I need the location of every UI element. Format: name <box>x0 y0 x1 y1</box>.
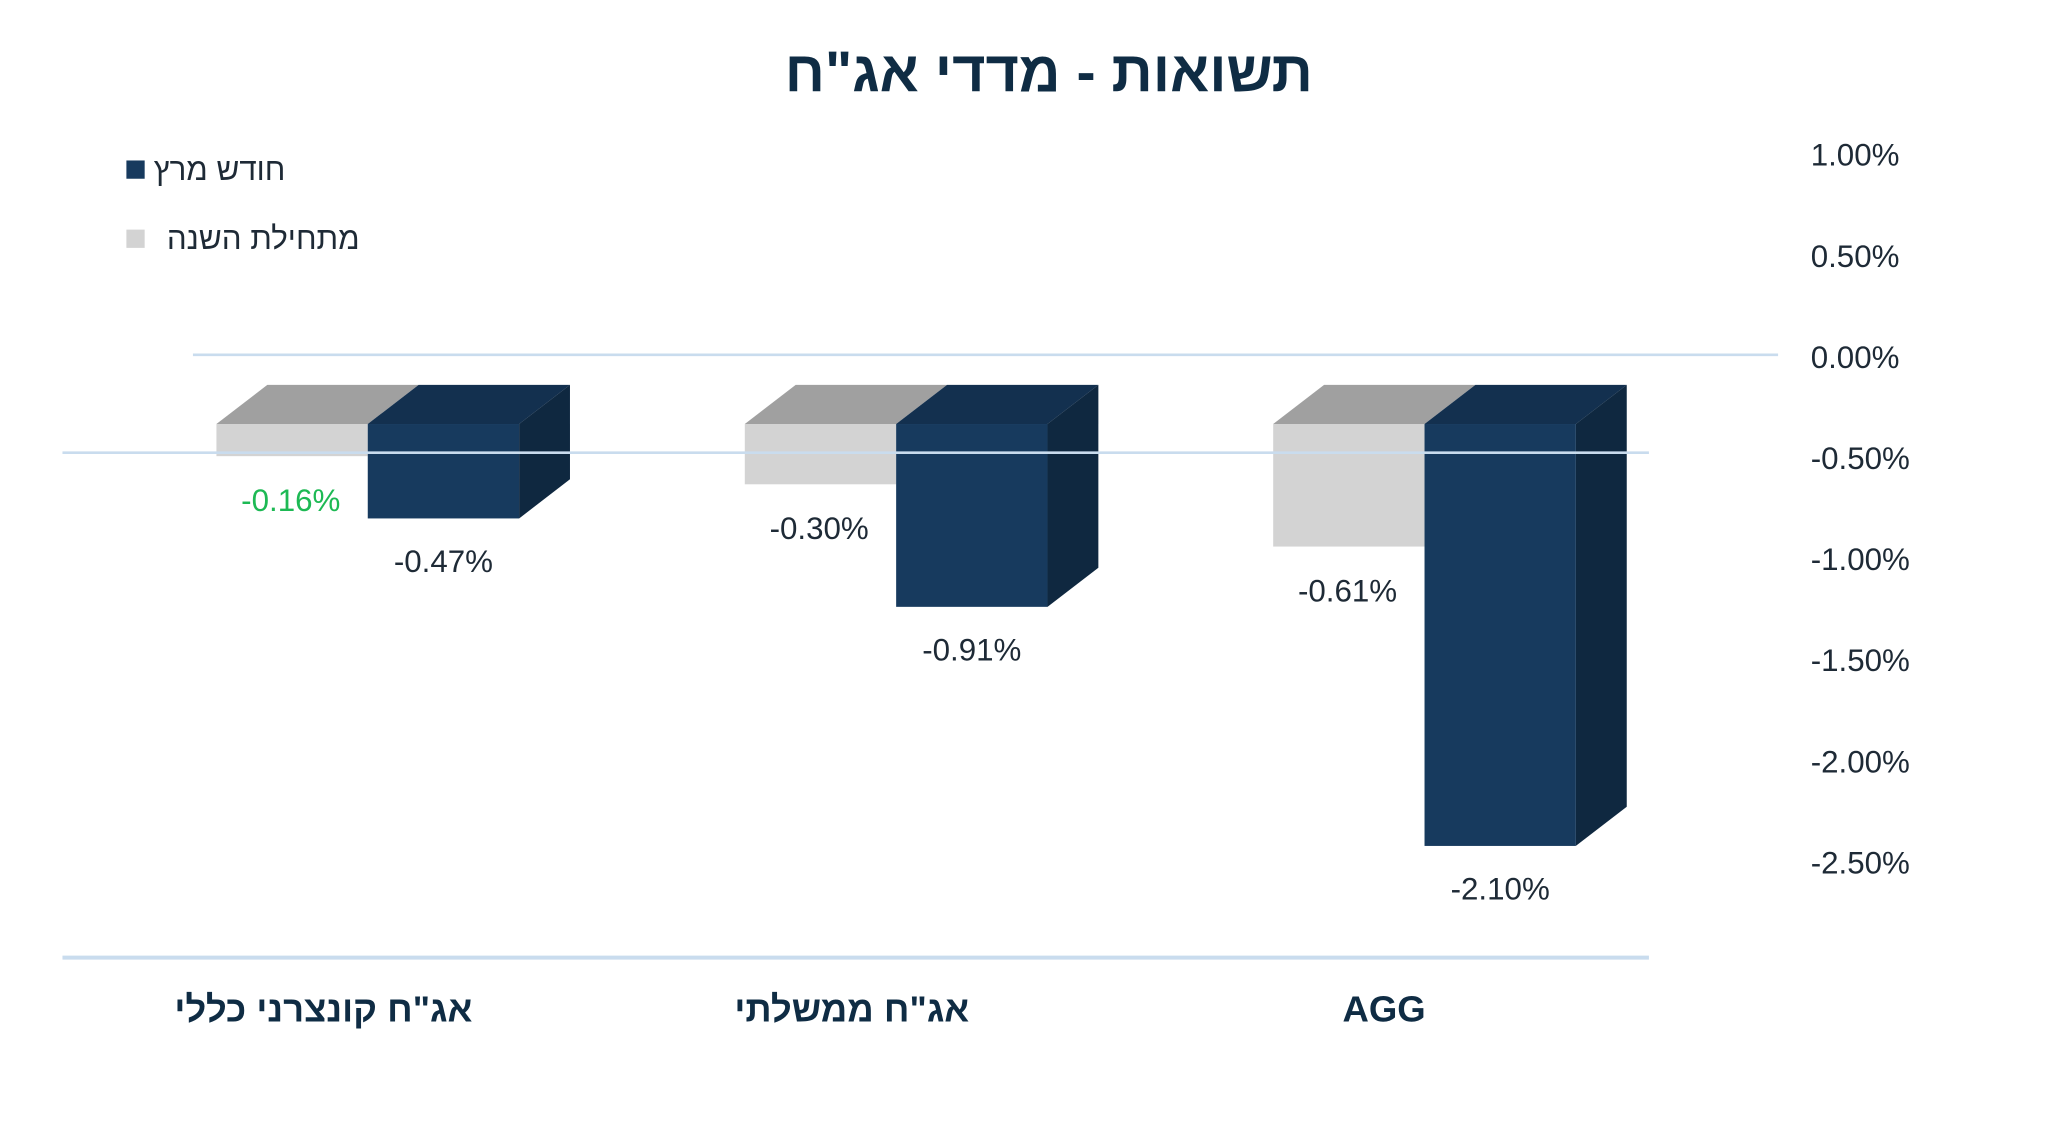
legend-label-march: חודש מרץ <box>154 152 286 187</box>
y-tick-label: 1.00% <box>1811 138 1900 173</box>
category-label: אג"ח ממשלתי <box>734 989 969 1030</box>
bar-march-top <box>367 384 570 425</box>
y-tick-label: -1.00% <box>1811 542 1910 577</box>
bar-march <box>1424 424 1576 846</box>
bar-ytd <box>1273 424 1425 547</box>
legend-swatch-march <box>126 160 145 179</box>
bar-ytd <box>744 424 897 485</box>
legend-label-ytd: מתחילת השנה <box>167 221 360 256</box>
bar-ytd <box>216 424 368 457</box>
bar-march-top <box>896 384 1099 425</box>
bar-march <box>367 424 520 519</box>
bar-ytd-top <box>216 384 419 425</box>
legend: חודש מרץ מתחילת השנה <box>126 152 360 256</box>
y-tick-label: 0.50% <box>1811 239 1900 274</box>
category-label: אג"ח קונצרני כללי <box>174 989 472 1030</box>
data-label-march: -0.91% <box>922 632 1021 667</box>
bar-march-top <box>1424 384 1627 425</box>
data-label-march: -2.10% <box>1451 871 1550 906</box>
data-label-march: -0.47% <box>394 544 493 579</box>
chart-title: תשואות - מדדי אג"ח <box>785 40 1313 104</box>
data-label-ytd: -0.30% <box>770 511 869 546</box>
bar-march <box>896 424 1048 607</box>
bar-ytd-top <box>1273 384 1476 425</box>
category-label: AGG <box>1342 989 1425 1030</box>
bar-march-side <box>1575 384 1627 846</box>
bar-march-side <box>1047 384 1099 607</box>
data-label-ytd: -0.61% <box>1298 573 1397 608</box>
y-tick-label: 0.00% <box>1811 340 1900 375</box>
y-tick-label: -0.50% <box>1811 441 1910 476</box>
data-label-ytd: -0.16% <box>241 483 340 518</box>
legend-swatch-ytd <box>126 229 145 248</box>
bar-ytd-top <box>744 384 948 425</box>
y-tick-label: -2.50% <box>1811 845 1910 880</box>
y-tick-label: -1.50% <box>1811 643 1910 678</box>
y-tick-label: -2.00% <box>1811 744 1910 779</box>
